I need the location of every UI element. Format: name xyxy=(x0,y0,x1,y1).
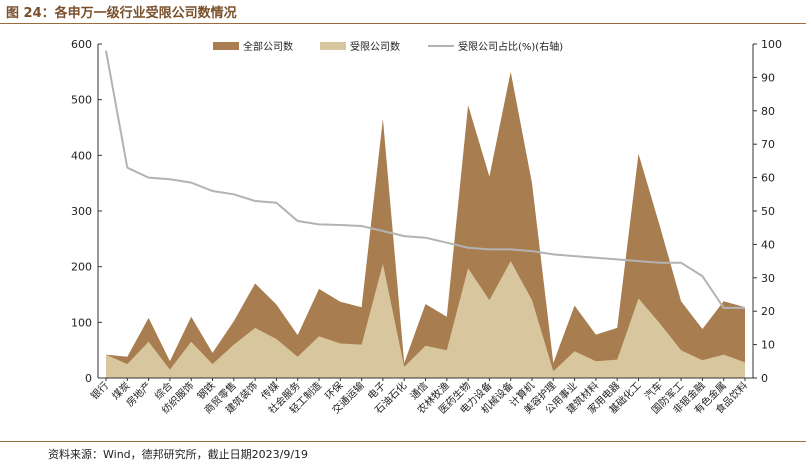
footer-rule xyxy=(0,441,806,442)
right-tick-label: 80 xyxy=(761,105,775,118)
legend-label: 全部公司数 xyxy=(243,40,293,53)
legend-label: 受限公司数 xyxy=(350,40,400,53)
right-tick-label: 100 xyxy=(761,38,782,51)
left-tick-label: 400 xyxy=(71,149,92,162)
legend-swatch xyxy=(320,42,346,50)
source-note: 资料来源：Wind，德邦研究所，截止日期2023/9/19 xyxy=(48,448,309,461)
left-tick-label: 600 xyxy=(71,38,92,51)
chart: 0 100 200 300 400 500 600 0 10 20 30 40 50 60 70 80 90 10… xyxy=(71,38,782,416)
right-tick-label: 40 xyxy=(761,238,775,251)
left-tick-label: 500 xyxy=(71,94,92,107)
left-tick-label: 300 xyxy=(71,205,92,218)
category-label: 房地产 xyxy=(123,379,153,409)
series-restricted-area xyxy=(106,261,745,378)
series-total-area xyxy=(106,71,745,379)
left-tick-label: 0 xyxy=(85,372,92,385)
right-tick-label: 10 xyxy=(761,339,775,352)
right-tick-label: 60 xyxy=(761,172,775,185)
right-tick-label: 0 xyxy=(761,372,768,385)
left-tick-label: 100 xyxy=(71,316,92,329)
legend-swatch xyxy=(213,42,239,50)
right-tick-label: 90 xyxy=(761,71,775,84)
right-tick-label: 70 xyxy=(761,138,775,151)
right-tick-label: 30 xyxy=(761,272,775,285)
left-tick-label: 200 xyxy=(71,261,92,274)
legend-label: 受限公司占比(%)(右轴) xyxy=(458,40,563,53)
figure-title: 图 24：各申万一级行业受限公司数情况 xyxy=(6,6,237,21)
right-tick-label: 50 xyxy=(761,205,775,218)
plot-area: 0 100 200 300 400 500 600 0 10 20 30 40 50 60 70 80 90 10… xyxy=(71,38,782,416)
title-rule xyxy=(0,23,806,24)
right-tick-label: 20 xyxy=(761,305,775,318)
series-ratio-line xyxy=(105,50,745,309)
